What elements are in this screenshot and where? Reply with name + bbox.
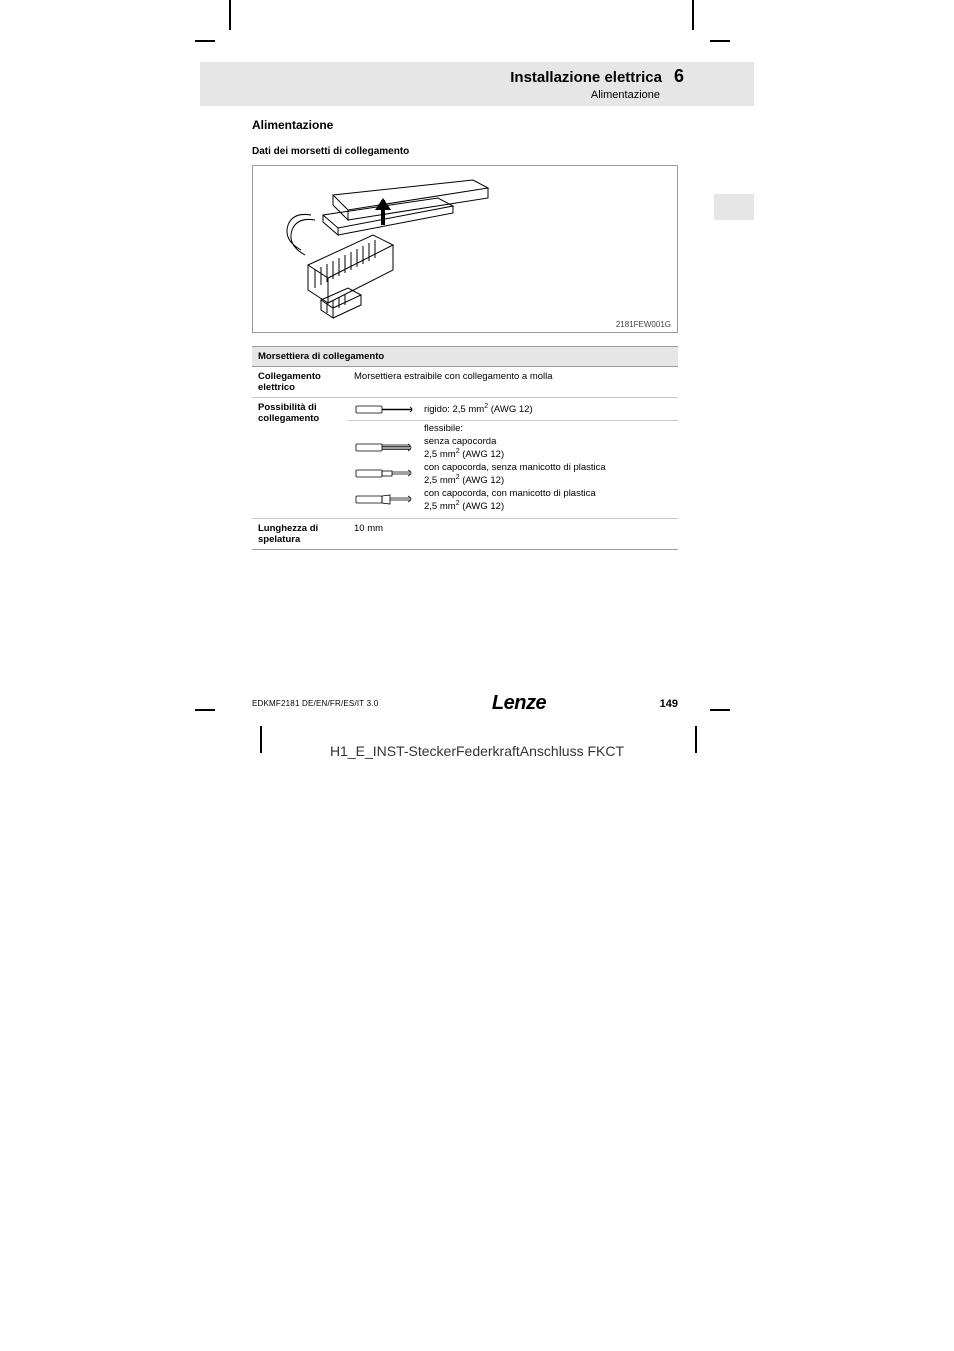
row-label: Lunghezza di spelatura (252, 518, 348, 549)
crop-mark (229, 0, 231, 30)
figure-container: 2181FEW001G (252, 165, 678, 333)
row-value: Morsettiera estraibile con collegamento … (348, 367, 678, 398)
table-header: Morsettiera di collegamento (252, 347, 678, 367)
crop-mark (692, 0, 694, 30)
connector-diagram (273, 170, 493, 320)
side-tab (714, 194, 754, 220)
crop-mark (710, 40, 730, 42)
crop-mark (195, 709, 215, 711)
terminal-data-table: Morsettiera di collegamento Collegamento… (252, 346, 678, 550)
wire-ferrule-sleeve-icon (354, 493, 416, 507)
figure-caption: 2181FEW001G (616, 320, 671, 329)
row-label: Possibilità di collegamento (252, 398, 348, 519)
wire-rigid-icon (354, 403, 416, 417)
chapter-number: 6 (674, 66, 684, 87)
template-tag: H1_E_INST-SteckerFederkraftAnschluss FKC… (0, 743, 954, 759)
row-label: Collegamento elettrico (252, 367, 348, 398)
row-value: rigido: 2,5 mm2 (AWG 12) flessibile: sen… (348, 398, 678, 519)
chapter-subtitle: Alimentazione (510, 89, 660, 101)
wire-text: rigido: 2,5 mm2 (AWG 12) (424, 403, 533, 416)
lenze-logo: Lenze (492, 692, 546, 715)
flessibile-label: flessibile: (424, 423, 672, 434)
crop-mark (195, 40, 215, 42)
doc-id: EDKMF2181 DE/EN/FR/ES/IT 3.0 (252, 699, 378, 708)
content-area: Alimentazione Dati dei morsetti di colle… (252, 118, 678, 550)
section-heading: Alimentazione (252, 118, 678, 132)
wire-text: con capocorda, senza manicotto di plasti… (424, 462, 606, 487)
wire-ferrule-icon (354, 467, 416, 481)
wire-text: senza capocorda2,5 mm2 (AWG 12) (424, 436, 504, 461)
crop-mark (710, 709, 730, 711)
subsection-heading: Dati dei morsetti di collegamento (252, 146, 678, 157)
wire-flex-bare-icon (354, 441, 416, 455)
page-footer: EDKMF2181 DE/EN/FR/ES/IT 3.0 Lenze 149 (252, 692, 678, 715)
chapter-title: Installazione elettrica (510, 69, 662, 86)
row-value: 10 mm (348, 518, 678, 549)
wire-text: con capocorda, con manicotto di plastica… (424, 488, 596, 513)
page-number: 149 (660, 698, 678, 710)
page-header: Installazione elettrica 6 Alimentazione (510, 66, 684, 101)
